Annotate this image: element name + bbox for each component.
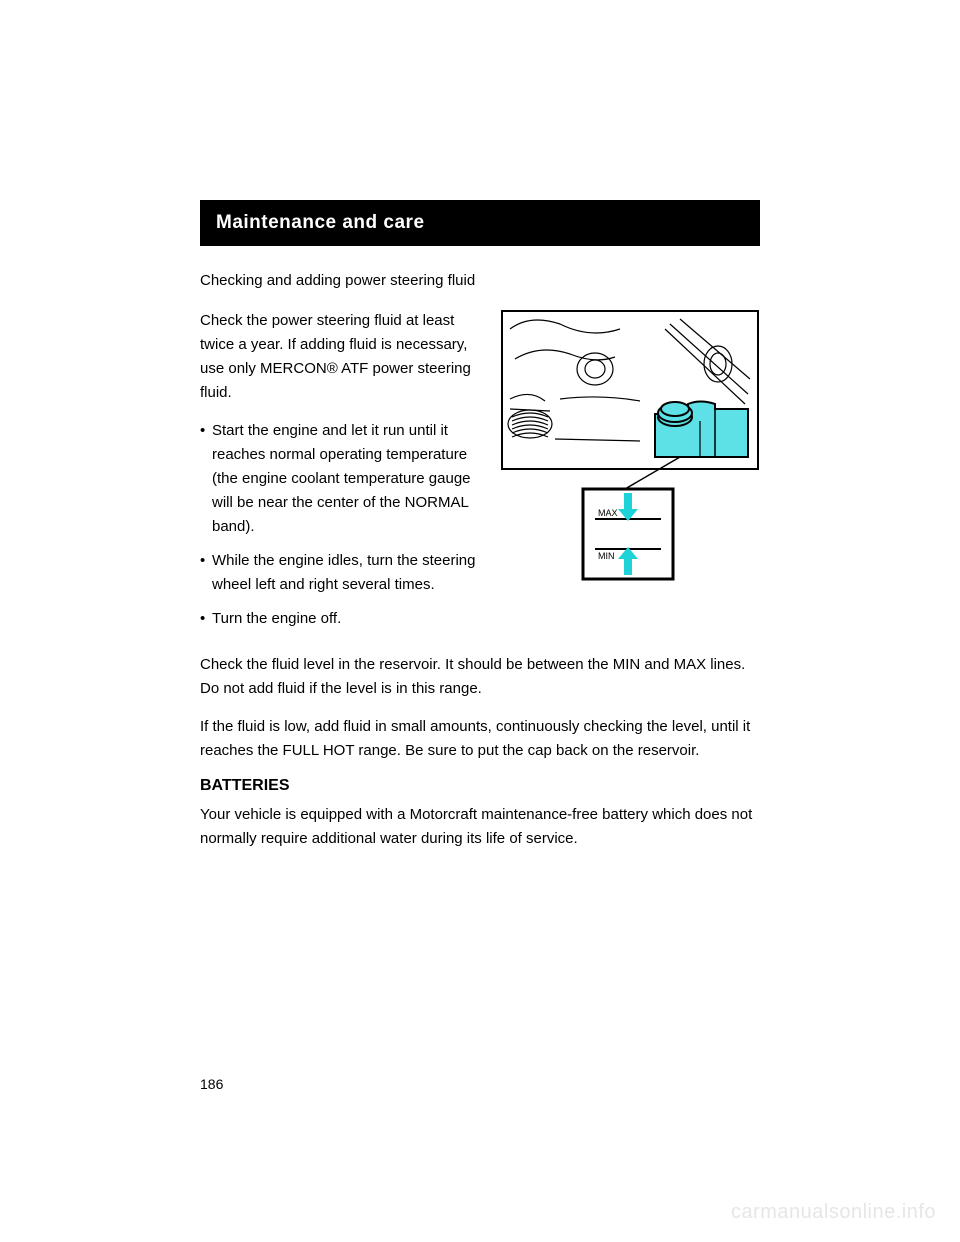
list-item: • Start the engine and let it run until … (200, 419, 488, 539)
min-label: MIN (598, 551, 615, 561)
list-item: • While the engine idles, turn the steer… (200, 549, 488, 597)
max-label: MAX (598, 508, 618, 518)
watermark: carmanualsonline.info (731, 1201, 936, 1224)
section-title: Maintenance and care (216, 212, 744, 234)
list-item: • Turn the engine off. (200, 607, 488, 631)
reservoir-diagram-svg: MAX MIN (500, 309, 760, 589)
batteries-para: Your vehicle is equipped with a Motorcra… (200, 803, 760, 851)
section-header: Maintenance and care (200, 200, 760, 246)
batteries-title: BATTERIES (200, 777, 760, 795)
content-row: Check the power steering fluid at least … (200, 309, 760, 641)
bullet-marker: • (200, 549, 212, 597)
page-number: 186 (200, 1076, 223, 1092)
bullet-marker: • (200, 607, 212, 631)
intro-text: Checking and adding power steering fluid (200, 270, 760, 293)
bullet-marker: • (200, 419, 212, 539)
check-intro-para: Check the power steering fluid at least … (200, 309, 488, 405)
bullet-list: Check the power steering fluid at least … (200, 309, 488, 641)
body-para-2: Check the fluid level in the reservoir. … (200, 653, 760, 701)
bullet-text: Start the engine and let it run until it… (212, 419, 488, 539)
body-para-3: If the fluid is low, add fluid in small … (200, 715, 760, 763)
bullet-text: Turn the engine off. (212, 607, 488, 631)
bullet-text: While the engine idles, turn the steerin… (212, 549, 488, 597)
engine-diagram: MAX MIN (500, 309, 760, 641)
page-container: Maintenance and care Checking and adding… (0, 0, 960, 851)
reservoir-shape (655, 401, 748, 457)
